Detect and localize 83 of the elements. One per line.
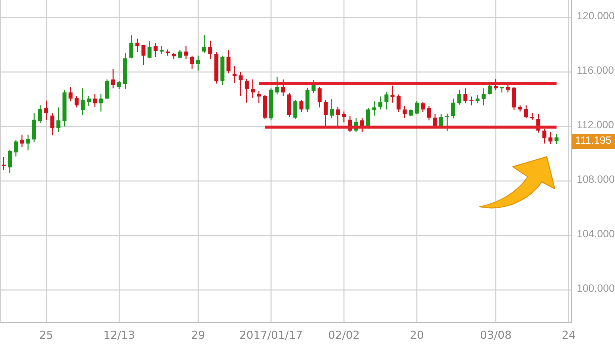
candlestick <box>244 78 249 104</box>
candlestick <box>554 134 559 145</box>
candlestick <box>458 89 462 106</box>
candlestick <box>154 43 158 58</box>
candlestick <box>50 112 55 136</box>
candlestick <box>300 100 304 113</box>
candlestick <box>433 114 438 128</box>
candlestick <box>56 107 61 133</box>
candlestick <box>257 90 262 104</box>
candlestick <box>2 156 6 171</box>
candlestick <box>68 86 73 102</box>
y-tick-label: 100.000 <box>577 283 615 296</box>
text: 111.195 <box>572 134 615 149</box>
candlestick <box>288 92 292 118</box>
candlestick <box>512 86 516 111</box>
candlestick <box>342 111 346 124</box>
candlestick <box>464 88 468 104</box>
candlestick <box>263 94 268 120</box>
candlestick <box>439 114 444 128</box>
candlestick <box>488 84 492 96</box>
candlestick <box>336 106 340 127</box>
x-tick-label: 02/02 <box>328 328 360 342</box>
candlestick <box>184 46 188 60</box>
x-tick-label: 25 <box>40 328 54 342</box>
candlestick <box>390 85 395 104</box>
x-tick-label: 29 <box>191 328 206 342</box>
candlestick <box>372 101 377 116</box>
candlestick <box>44 100 49 120</box>
candlestick <box>415 101 420 115</box>
candlestick <box>38 105 42 124</box>
y-tick-label: 112.000 <box>577 119 614 132</box>
candlestick <box>482 88 486 106</box>
candlestick <box>93 94 98 108</box>
x-tick-label: 24 <box>562 328 576 342</box>
candlestick <box>80 88 85 116</box>
candlestick <box>330 98 334 120</box>
candlestick <box>226 50 231 74</box>
candlestick <box>190 55 194 70</box>
candlestick <box>20 134 24 148</box>
candlestick <box>548 132 553 145</box>
candlestick <box>238 72 243 97</box>
x-tick-label: 03/08 <box>480 328 512 342</box>
candlestick <box>111 69 116 90</box>
candlestick <box>130 34 134 60</box>
y-tick-label: 104.000 <box>577 228 615 241</box>
candlestick <box>208 40 213 60</box>
candlestick <box>8 149 12 174</box>
candlestick <box>427 106 432 122</box>
candlestick <box>99 94 104 112</box>
candlestick <box>232 66 237 84</box>
candlestick <box>324 100 328 127</box>
candlestick <box>452 98 456 120</box>
candlestick <box>524 105 528 120</box>
candlestick <box>220 55 225 86</box>
candlestick <box>148 41 152 60</box>
x-tick-label: 12/13 <box>104 328 136 342</box>
candlestick <box>378 96 383 110</box>
y-tick-label: 120.000 <box>577 10 615 22</box>
candlestick <box>445 113 450 132</box>
candlestick <box>202 34 206 54</box>
x-tick-label: 2017/01/17 <box>240 328 304 342</box>
candlestick <box>494 78 498 92</box>
candlestick <box>275 76 280 96</box>
candlestick <box>318 86 322 108</box>
candlestick <box>421 102 426 113</box>
y-tick-label: 108.000 <box>577 174 615 186</box>
candlestick <box>396 94 401 113</box>
candlestick <box>542 128 547 144</box>
candlestick <box>14 140 18 158</box>
candlestick <box>384 91 389 110</box>
candlestick <box>32 112 36 143</box>
x-tick-label: 20 <box>410 328 424 342</box>
candlestick <box>306 87 310 113</box>
candlestick <box>281 79 286 97</box>
candlestick <box>136 38 140 53</box>
candlestick <box>105 79 110 100</box>
y-tick-label: 116.000 <box>577 64 614 77</box>
candlestick <box>196 55 200 72</box>
candlestick <box>26 134 30 152</box>
candlestick <box>142 44 146 66</box>
candlestick <box>294 100 298 120</box>
candlestick <box>402 106 407 120</box>
candlestick <box>74 96 79 108</box>
